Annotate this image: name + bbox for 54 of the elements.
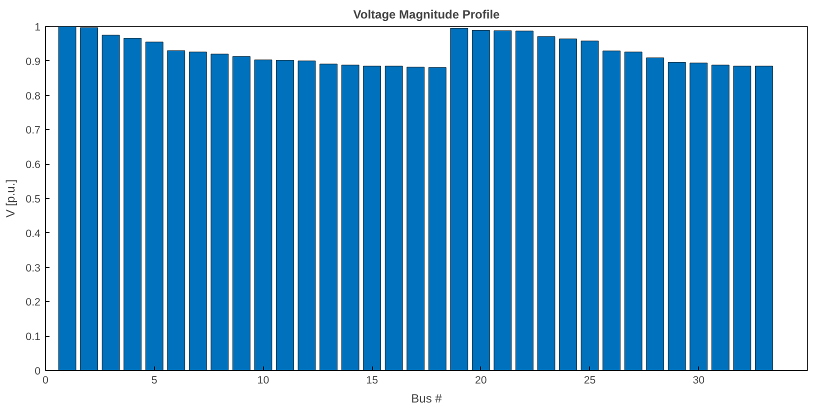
bar [624, 52, 642, 370]
x-tick-label: 5 [151, 374, 158, 386]
x-tick-label: 15 [366, 374, 378, 386]
bar [406, 66, 425, 370]
y-tick-label: 0.6 [26, 159, 41, 172]
chart-title: Voltage Magnitude Profile [353, 8, 500, 22]
x-tick-label: 30 [692, 374, 705, 386]
y-tick-label: 0.3 [26, 262, 41, 274]
bar [733, 66, 752, 370]
x-tick-label: 20 [475, 374, 487, 386]
bar [516, 30, 534, 370]
bar [602, 50, 621, 370]
bar [320, 64, 338, 370]
bar [124, 38, 142, 370]
y-tick-label: 0.2 [26, 296, 41, 309]
y-tick-label: 0 [34, 366, 41, 378]
x-axis-title: Bus # [411, 392, 442, 406]
x-tick-label: 10 [257, 374, 270, 386]
bar [298, 60, 316, 370]
bar [210, 54, 229, 370]
bar [58, 26, 76, 370]
bar [580, 40, 599, 370]
bar [363, 66, 382, 370]
bar [711, 64, 730, 370]
bar [145, 42, 164, 370]
y-tick-label: 1 [34, 22, 41, 34]
y-tick-label: 0.4 [26, 228, 41, 240]
y-tick-label: 0.7 [26, 124, 41, 137]
bar [232, 56, 250, 370]
bar [384, 66, 403, 370]
bar [276, 60, 294, 370]
bar [167, 50, 186, 370]
bar [472, 30, 490, 370]
bar [559, 38, 577, 370]
y-tick-label: 0.9 [26, 56, 41, 68]
bar [668, 62, 686, 370]
bar [450, 28, 468, 370]
bar [537, 36, 556, 370]
bar [102, 34, 120, 370]
x-tick-label: 0 [42, 374, 49, 386]
y-axis-title: V [p.u.] [4, 179, 18, 218]
y-tick-label: 0.5 [26, 194, 41, 206]
bar [80, 27, 98, 370]
bar [690, 62, 708, 370]
bar [755, 66, 773, 370]
bar [254, 60, 272, 370]
x-tick-label: 25 [584, 374, 596, 386]
bar [428, 67, 446, 370]
y-tick-label: 0.1 [26, 331, 41, 344]
bar [188, 52, 207, 370]
y-tick-label: 0.8 [26, 90, 41, 102]
bar [646, 58, 664, 370]
bar [341, 64, 360, 370]
bar [494, 30, 512, 370]
